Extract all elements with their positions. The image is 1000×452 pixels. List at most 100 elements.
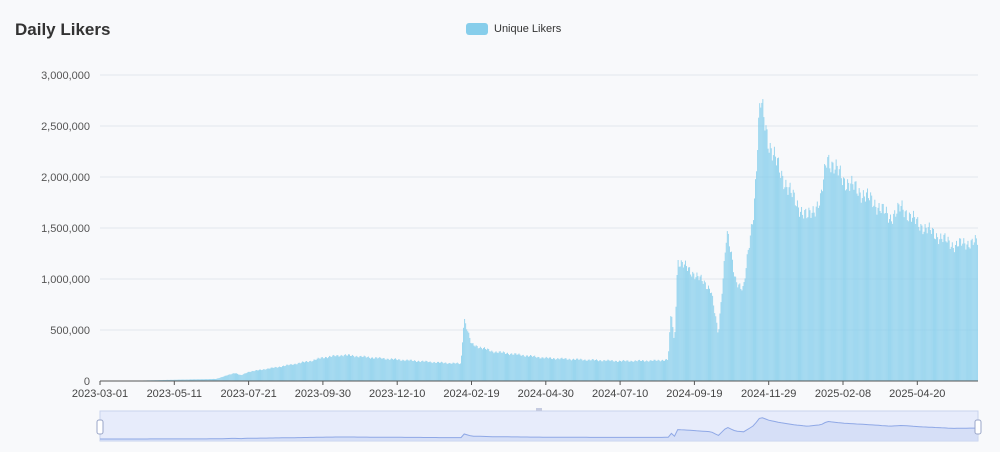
bar[interactable] <box>352 354 354 381</box>
bar[interactable] <box>826 167 828 381</box>
bar[interactable] <box>824 164 826 381</box>
bar[interactable] <box>332 355 334 381</box>
bar[interactable] <box>690 274 692 381</box>
bar[interactable] <box>647 361 649 381</box>
bar[interactable] <box>251 370 253 381</box>
bar[interactable] <box>189 379 191 381</box>
bar[interactable] <box>735 276 737 381</box>
bar[interactable] <box>236 373 237 381</box>
bar[interactable] <box>924 224 926 381</box>
bar[interactable] <box>950 246 952 381</box>
bar[interactable] <box>727 233 729 381</box>
bar[interactable] <box>928 222 930 381</box>
bar[interactable] <box>537 356 539 381</box>
bar[interactable] <box>536 357 538 381</box>
bar[interactable] <box>351 355 353 381</box>
bar[interactable] <box>934 238 935 381</box>
bar[interactable] <box>756 171 758 381</box>
bar[interactable] <box>461 355 462 381</box>
bar[interactable] <box>327 358 328 381</box>
bar[interactable] <box>587 359 589 381</box>
bar[interactable] <box>907 221 909 381</box>
bar[interactable] <box>847 179 849 381</box>
bar[interactable] <box>916 218 918 381</box>
bar[interactable] <box>420 362 422 381</box>
bar[interactable] <box>597 360 598 381</box>
bar[interactable] <box>494 352 496 381</box>
bar[interactable] <box>413 360 415 381</box>
bar[interactable] <box>187 379 189 381</box>
bar[interactable] <box>563 359 565 381</box>
bar[interactable] <box>464 318 466 381</box>
bar[interactable] <box>589 360 591 381</box>
bar[interactable] <box>334 356 336 381</box>
bar[interactable] <box>699 276 701 381</box>
bar[interactable] <box>246 372 248 381</box>
bar[interactable] <box>686 266 687 381</box>
bar[interactable] <box>852 184 854 381</box>
bar[interactable] <box>432 362 434 381</box>
bar[interactable] <box>689 267 691 381</box>
bar[interactable] <box>849 190 851 381</box>
bar[interactable] <box>935 239 936 381</box>
bar[interactable] <box>299 363 301 381</box>
bar[interactable] <box>716 322 718 381</box>
bar[interactable] <box>272 367 274 381</box>
bar[interactable] <box>660 360 662 381</box>
bar[interactable] <box>173 379 175 381</box>
bar[interactable] <box>378 357 380 381</box>
bar[interactable] <box>253 371 255 381</box>
bar[interactable] <box>468 332 470 381</box>
bar[interactable] <box>530 355 531 381</box>
bar[interactable] <box>575 359 576 381</box>
legend-item-unique-likers[interactable]: Unique Likers <box>466 23 561 35</box>
bar[interactable] <box>944 233 946 381</box>
bar[interactable] <box>901 200 903 381</box>
bar[interactable] <box>646 360 648 381</box>
bar[interactable] <box>227 374 229 381</box>
bar[interactable] <box>232 373 234 381</box>
bar[interactable] <box>680 260 682 381</box>
bar[interactable] <box>337 355 339 381</box>
bar[interactable] <box>263 369 265 381</box>
bar[interactable] <box>714 313 716 381</box>
bar[interactable] <box>556 359 558 381</box>
bar[interactable] <box>807 217 809 381</box>
bar[interactable] <box>258 370 259 381</box>
bar[interactable] <box>667 359 669 381</box>
bar[interactable] <box>247 371 249 381</box>
bar[interactable] <box>837 175 839 381</box>
bar[interactable] <box>532 356 534 381</box>
bar[interactable] <box>364 356 366 381</box>
bar[interactable] <box>706 289 708 381</box>
bar[interactable] <box>421 361 423 381</box>
bar[interactable] <box>911 221 912 381</box>
bar[interactable] <box>672 327 674 381</box>
bar[interactable] <box>430 362 432 381</box>
bar[interactable] <box>521 355 523 381</box>
bar[interactable] <box>422 360 424 381</box>
bar[interactable] <box>343 354 345 381</box>
bar[interactable] <box>800 211 801 381</box>
bar[interactable] <box>956 240 957 381</box>
bar[interactable] <box>256 370 258 381</box>
bar[interactable] <box>626 360 628 381</box>
bar[interactable] <box>346 355 348 381</box>
bar[interactable] <box>648 361 650 381</box>
bar[interactable] <box>677 260 679 381</box>
bar[interactable] <box>404 361 406 381</box>
bar[interactable] <box>975 238 977 381</box>
bar[interactable] <box>559 359 561 381</box>
bar[interactable] <box>180 379 182 381</box>
bar[interactable] <box>583 360 585 381</box>
bar[interactable] <box>283 365 285 381</box>
bar[interactable] <box>450 363 452 381</box>
bar[interactable] <box>382 358 384 381</box>
bar[interactable] <box>942 242 944 381</box>
bar[interactable] <box>566 359 568 381</box>
bar[interactable] <box>330 356 332 381</box>
bar[interactable] <box>164 379 166 381</box>
bar[interactable] <box>884 212 886 381</box>
bar[interactable] <box>390 358 392 381</box>
bar[interactable] <box>930 233 932 381</box>
